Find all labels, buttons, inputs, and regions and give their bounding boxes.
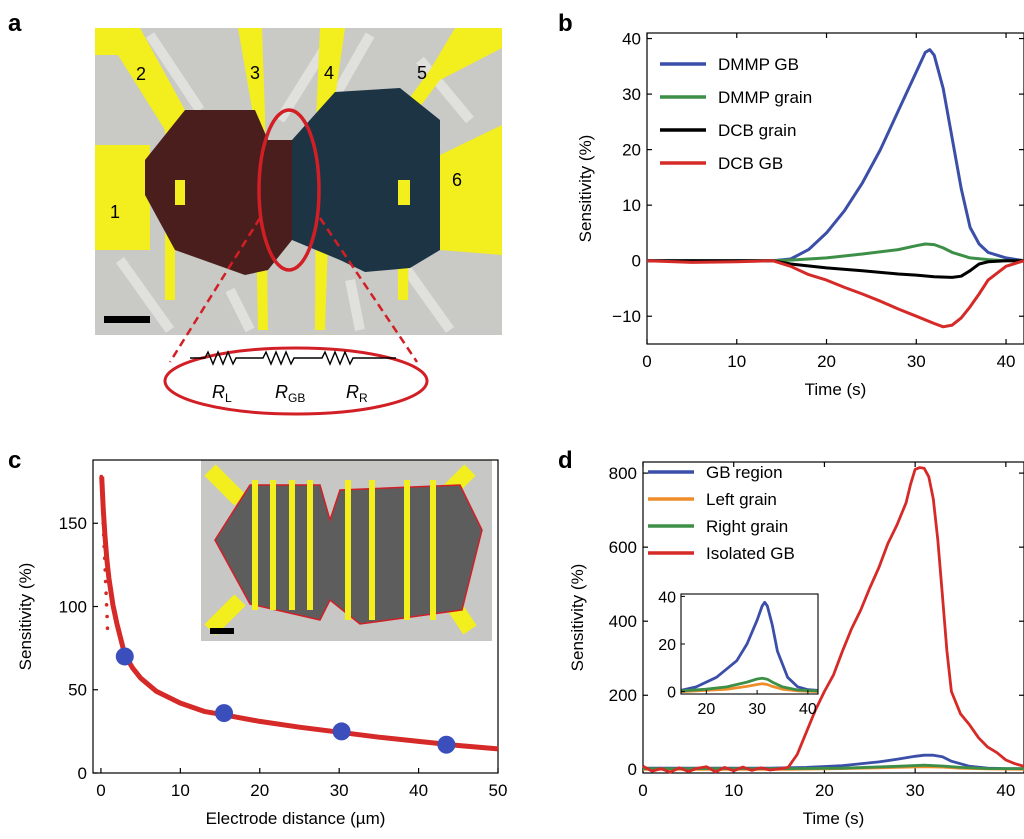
chart-b-ytick-label: 10 [622,196,641,215]
chart-c-data-point [116,647,134,665]
chart-b-xtick-label: 10 [727,352,746,371]
chart-b-ytick-label: 0 [632,252,641,271]
chart-b-line-dmmp-gb [647,50,1024,261]
chart-c-ytick-label: 0 [78,764,87,783]
chart-b-ytick-label: −10 [612,307,641,326]
chart-d-ytick-label: 600 [609,538,637,557]
electrode-5-tab [398,180,410,205]
chart-c-xtick-label: 0 [96,781,105,800]
right-grain [292,88,440,272]
chart-c-fit-point [104,580,108,584]
chart-b-frame [647,33,1024,344]
chart-b-legend-label-1: DMMP grain [718,88,812,107]
chart-b-legend-label-2: DCB grain [718,121,796,140]
chart-b-xtick-label: 0 [642,352,651,371]
chart-d-xtick-label: 40 [996,781,1015,800]
chart-c-xtick-label: 10 [171,781,190,800]
chart-d-inset-ytick-label: 0 [667,685,676,702]
chart-d-inset: 20 30 40 0 20 40 [658,589,818,718]
chart-b-xtick-label: 20 [817,352,836,371]
chart-c-ylabel: Sensitivity (%) [16,563,35,671]
chart-d-ytick-label: 200 [609,686,637,705]
panel-a-micrograph: 1 2 3 4 5 6 [95,28,502,335]
chart-c-xlabel: Electrode distance (µm) [206,809,386,828]
chart-c-fit-point [100,487,104,491]
chart-c-ytick-label: 50 [68,681,87,700]
chart-c-ytick-label: 100 [59,597,87,616]
panel-c-inset-micrograph [201,460,492,641]
chart-c-fit-point [101,498,105,502]
chart-d-inset-xtick-label: 40 [799,701,817,718]
chart-c-fit-point [103,556,107,560]
chart-d-inset-xtick-label: 30 [748,701,766,718]
chart-d-ytick-label: 400 [609,612,637,631]
chart-d-ylabel: Sensitivity (%) [568,564,587,672]
chart-c-fit-point [106,626,110,630]
chart-c-xtick-label: 30 [330,781,349,800]
electrode-label-1: 1 [110,202,120,222]
chart-c-fit-point [103,568,107,572]
chart-d-ytick-label: 800 [609,464,637,483]
electrode-label-4: 4 [324,63,334,83]
chart-c-data-point [215,704,233,722]
electrode-2-tab [175,180,185,205]
chart-d-legend-label-2: Right grain [706,517,788,536]
chart-c-fit-point [101,510,105,514]
chart-d-inset-background [681,594,818,694]
scale-bar [104,316,150,323]
electrode-label-5: 5 [417,63,427,83]
chart-b-ylabel: Sensitivity (%) [576,135,595,243]
chart-d-xlabel: Time (s) [803,809,865,828]
chart-d-xtick-label: 0 [638,781,647,800]
chart-c-fit-point [105,615,109,619]
chart-b-xtick-label: 30 [907,352,926,371]
chart-c-fit-point [101,522,105,526]
chart-d-xtick-label: 20 [815,781,834,800]
chart-c-data-point [333,722,351,740]
chart-c-fit-point [105,603,109,607]
chart-d-inset-ytick-label: 40 [658,589,676,606]
chart-b-xlabel: Time (s) [805,380,867,399]
chart-c-fit-point [104,591,108,595]
chart-d-legend-label-3: Isolated GB [706,544,795,563]
chart-c-fit-point [100,475,104,479]
chart-c-fit-point [102,545,106,549]
chart-c-fit-point [102,533,106,537]
chart-d-xtick-label: 30 [906,781,925,800]
chart-b-xtick-label: 40 [997,352,1016,371]
chart-c-xtick-label: 20 [250,781,269,800]
chart-b-axes: 0 10 20 30 40 −10 0 10 20 30 40 Time (s) Sensitivity… [576,30,1024,399]
electrode-1 [95,145,150,250]
chart-d-inset-ytick-label: 20 [658,637,676,654]
electrode-label-6: 6 [452,170,462,190]
chart-c-ytick-label: 150 [59,514,87,533]
chart-b-ytick-label: 30 [622,85,641,104]
chart-c-xtick-label: 40 [409,781,428,800]
chart-b-series [647,50,1024,327]
chart-d-legend-label-1: Left grain [706,490,777,509]
chart-d-inset-xtick-label: 20 [697,701,715,718]
electrode-label-2: 2 [136,64,146,84]
chart-d-legend-label-0: GB region [706,463,783,482]
chart-b-legend-label-3: DCB GB [718,154,783,173]
chart-b-line-dmmp-grain [647,244,1024,261]
chart-b-legend-label-0: DMMP GB [718,55,799,74]
chart-b-ytick-label: 40 [622,30,641,49]
chart-c-xtick-label: 50 [489,781,508,800]
chart-c-data-point [437,736,455,754]
electrode-label-3: 3 [250,63,260,83]
chart-b-ytick-label: 20 [622,141,641,160]
chart-d-xtick-label: 10 [724,781,743,800]
chart-d-ytick-label: 0 [628,760,637,779]
